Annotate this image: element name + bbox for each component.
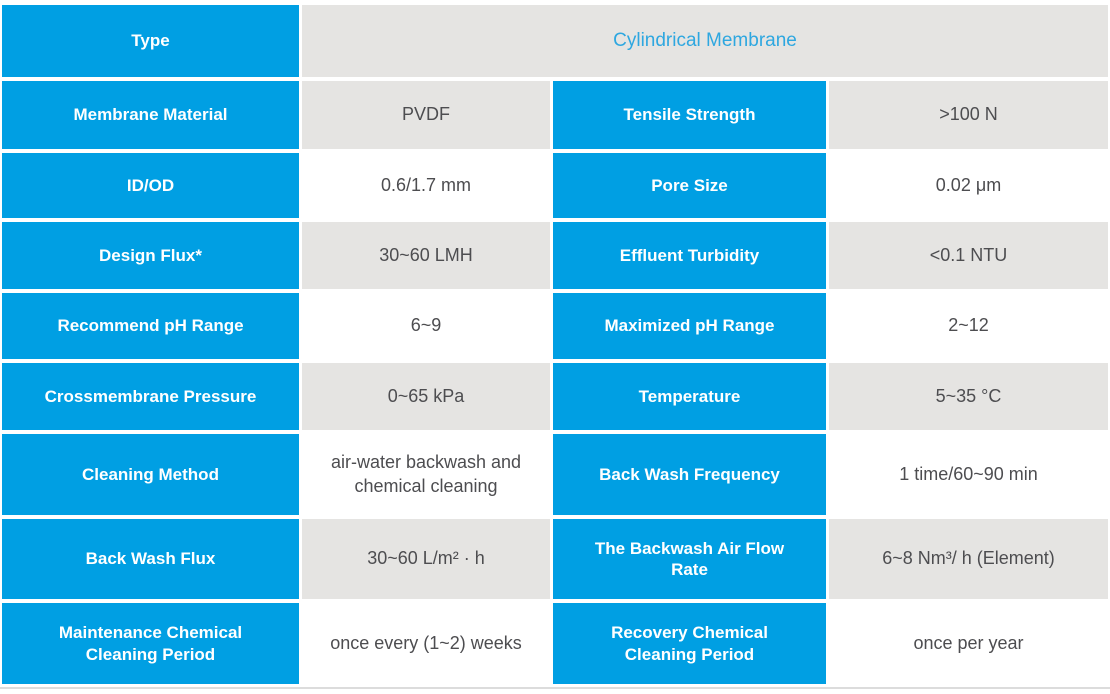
row-label-membrane-material: Membrane Material [2,81,299,149]
row-value-pore-size: 0.02 μm [829,153,1108,218]
row-value-back-wash-frequency: 1 time/60~90 min [829,434,1108,515]
row-label-crossmembrane-pressure: Crossmembrane Pressure [2,363,299,430]
row-label-pore-size: Pore Size [553,153,826,218]
row-value-id-od: 0.6/1.7 mm [302,153,550,218]
row-value-recommend-ph-range: 6~9 [302,293,550,359]
row-value-tensile-strength: >100 N [829,81,1108,149]
row-value-recovery-chemical-cleaning-period: once per year [829,603,1108,684]
row-label-recovery-chemical-cleaning-period: Recovery Chemical Cleaning Period [553,603,826,684]
row-value-temperature: 5~35 °C [829,363,1108,430]
table-row: Back Wash Flux 30~60 L/m² · h The Backwa… [2,519,1108,599]
table-row: Cleaning Method air-water backwash and c… [2,434,1108,515]
row-label-backwash-air-flow-rate: The Backwash Air Flow Rate [553,519,826,599]
row-label-effluent-turbidity: Effluent Turbidity [553,222,826,289]
row-value-effluent-turbidity: <0.1 NTU [829,222,1108,289]
table-row: Design Flux* 30~60 LMH Effluent Turbidit… [2,222,1108,289]
row-value-backwash-air-flow-rate: 6~8 Nm³/ h (Element) [829,519,1108,599]
row-value-membrane-material: PVDF [302,81,550,149]
table-row: ID/OD 0.6/1.7 mm Pore Size 0.02 μm [2,153,1108,218]
row-value-crossmembrane-pressure: 0~65 kPa [302,363,550,430]
table-row: Crossmembrane Pressure 0~65 kPa Temperat… [2,363,1108,430]
row-label-maintenance-chemical-cleaning-period: Maintenance Chemical Cleaning Period [2,603,299,684]
row-value-design-flux: 30~60 LMH [302,222,550,289]
row-label-back-wash-frequency: Back Wash Frequency [553,434,826,515]
row-value-maximized-ph-range: 2~12 [829,293,1108,359]
row-label-recommend-ph-range: Recommend pH Range [2,293,299,359]
row-label-type: Type [2,5,299,77]
table-row: Recommend pH Range 6~9 Maximized pH Rang… [2,293,1108,359]
row-value-back-wash-flux: 30~60 L/m² · h [302,519,550,599]
table-row-type: Type Cylindrical Membrane [2,5,1108,77]
row-value-maintenance-chemical-cleaning-period: once every (1~2) weeks [302,603,550,684]
table-row: Maintenance Chemical Cleaning Period onc… [2,603,1108,684]
row-label-temperature: Temperature [553,363,826,430]
table-bottom-divider [0,687,1110,689]
row-value-cleaning-method: air-water backwash and chemical cleaning [302,434,550,515]
row-label-back-wash-flux: Back Wash Flux [2,519,299,599]
row-label-maximized-ph-range: Maximized pH Range [553,293,826,359]
row-label-tensile-strength: Tensile Strength [553,81,826,149]
row-label-id-od: ID/OD [2,153,299,218]
row-label-cleaning-method: Cleaning Method [2,434,299,515]
row-label-design-flux: Design Flux* [2,222,299,289]
table-row: Membrane Material PVDF Tensile Strength … [2,81,1108,149]
type-value: Cylindrical Membrane [302,5,1108,77]
